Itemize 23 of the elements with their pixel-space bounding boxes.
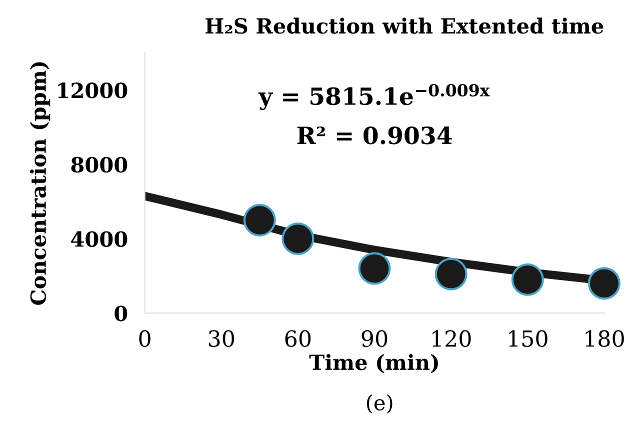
y-tick-label: 4000 <box>71 231 128 247</box>
x-tick-label: 180 <box>586 330 624 347</box>
point <box>434 258 468 290</box>
point <box>243 204 276 236</box>
point <box>282 222 314 256</box>
point <box>588 267 620 300</box>
x-tick-label: 120 <box>432 330 471 347</box>
y-axis-title: Concentration (ppm) <box>30 62 50 305</box>
chart-title: H₂S Reduction with Extented time <box>206 18 604 34</box>
x-tick-label: 30 <box>208 330 234 347</box>
y-tick-label: 0 <box>114 306 128 322</box>
point <box>511 263 544 296</box>
x-tick-label: 60 <box>285 330 311 347</box>
point <box>358 252 391 285</box>
text: (e) <box>366 394 392 414</box>
y-tick-label: 8000 <box>71 156 128 173</box>
x-tick-label: 0 <box>139 330 150 347</box>
y-tick-label: 12000 <box>58 82 128 98</box>
x-tick-label: 150 <box>509 330 548 347</box>
annotation: R² = 0.9034 <box>297 126 452 144</box>
annotation: y = 5815.1e$^{−0.009x}$ <box>258 84 490 110</box>
x-axis-title: Time (min) <box>309 354 438 374</box>
x-tick-label: 90 <box>362 330 388 347</box>
